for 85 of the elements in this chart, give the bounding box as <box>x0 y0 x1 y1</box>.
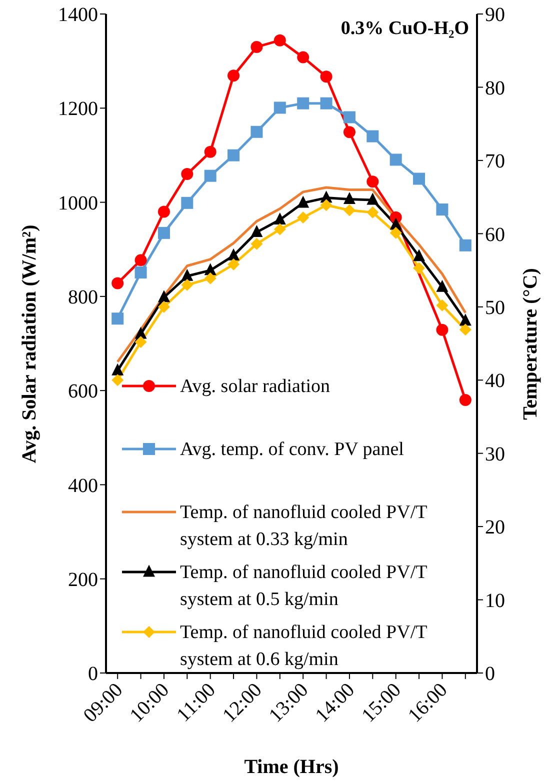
point <box>343 126 356 138</box>
point <box>320 199 332 212</box>
legend-label: Temp. of nanofluid cooled PV/T system at 0.33 kg/min <box>180 501 428 552</box>
point <box>366 206 379 218</box>
point <box>134 254 147 266</box>
point <box>413 249 426 262</box>
point <box>112 277 124 290</box>
point <box>459 324 472 336</box>
point <box>204 146 216 158</box>
point <box>181 196 194 209</box>
point <box>181 168 194 180</box>
y-tick-label: 1200 <box>58 98 98 120</box>
point <box>297 97 310 110</box>
point <box>134 336 147 348</box>
y2-tick-label: 50 <box>485 296 505 319</box>
point <box>181 268 194 281</box>
point <box>459 239 472 252</box>
point <box>228 248 240 260</box>
legend-label: Avg. solar radiation <box>180 375 330 399</box>
point <box>436 204 448 216</box>
point <box>158 290 170 302</box>
y2-tick-label: 0 <box>485 663 495 686</box>
point <box>297 212 310 224</box>
point <box>228 258 240 270</box>
point <box>181 278 194 291</box>
point <box>343 192 356 204</box>
point <box>158 206 170 218</box>
point <box>250 40 263 53</box>
chart-title: 0.3% CuO-H₂O <box>340 18 469 40</box>
legend-label: Avg. temp. of conv. PV panel <box>180 438 404 462</box>
point <box>343 204 356 216</box>
y-tick-label: 200 <box>68 568 98 591</box>
y-tick-label: 1000 <box>58 192 98 214</box>
point <box>459 314 472 326</box>
point <box>228 70 240 82</box>
y2-tick-label: 90 <box>485 4 505 26</box>
point <box>390 154 402 166</box>
point <box>158 300 170 313</box>
y-tick-label: 0 <box>88 663 98 686</box>
point <box>436 324 448 336</box>
point <box>366 192 379 205</box>
point <box>390 226 402 239</box>
y-tick-label: 600 <box>68 380 98 403</box>
point <box>250 238 263 250</box>
y-axis-title: Avg. Solar radiation (W/m²) <box>18 224 42 463</box>
y2-tick-label: 30 <box>485 443 505 466</box>
y2-tick-label: 40 <box>485 370 505 392</box>
point <box>343 111 356 124</box>
point <box>134 266 147 278</box>
point <box>112 312 124 325</box>
point <box>297 196 310 208</box>
legend-label: Temp. of nanofluid cooled PV/T system at 0.6 kg/min <box>180 621 428 672</box>
point <box>112 363 124 376</box>
point <box>436 280 448 292</box>
y-tick-label: 1400 <box>58 4 98 26</box>
point <box>297 51 310 64</box>
point <box>413 172 426 185</box>
y2-axis-title: Temperature (°C) <box>520 268 542 420</box>
y2-tick-label: 60 <box>485 224 505 246</box>
y2-tick-label: 10 <box>485 590 505 612</box>
y2-tick-label: 20 <box>485 516 505 539</box>
point <box>366 176 379 188</box>
point <box>158 226 170 239</box>
x-axis-title: Time (Hrs) <box>244 756 339 779</box>
y2-tick-label: 80 <box>485 77 505 100</box>
y-tick-label: 800 <box>68 286 98 309</box>
y2-tick-label: 70 <box>485 150 505 173</box>
point <box>274 34 286 46</box>
point <box>112 374 124 386</box>
point <box>250 126 263 138</box>
point <box>274 212 286 225</box>
y-tick-label: 400 <box>68 474 98 497</box>
point <box>274 223 286 236</box>
point <box>413 262 426 274</box>
point <box>274 102 286 114</box>
point <box>250 225 263 237</box>
point <box>459 394 472 406</box>
point <box>204 272 216 284</box>
point <box>320 70 332 83</box>
point <box>204 170 216 182</box>
point <box>320 97 332 110</box>
point <box>436 299 448 312</box>
point <box>228 149 240 162</box>
point <box>366 130 379 142</box>
legend-label: Temp. of nanofluid cooled PV/T system at 0.5 kg/min <box>180 561 428 612</box>
